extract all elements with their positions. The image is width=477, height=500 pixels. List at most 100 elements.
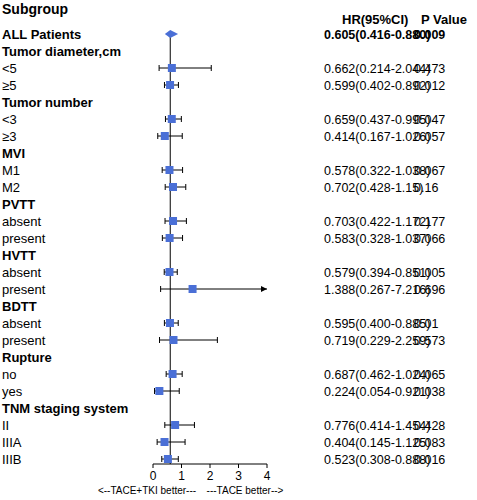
x-tick-label: 0 [150, 469, 157, 483]
ci-cap [178, 456, 179, 462]
row-label: IIIA [2, 435, 22, 450]
ci-cap [165, 218, 166, 224]
reference-line [170, 34, 171, 464]
ci-cap [182, 371, 183, 377]
p-value: 0.428 [414, 419, 445, 433]
x-tick [181, 464, 182, 468]
hr-marker [161, 132, 169, 140]
row-label: <3 [2, 112, 17, 127]
hr-marker [166, 319, 174, 327]
ci-whisker [165, 425, 195, 426]
hr-marker [169, 217, 177, 225]
x-tick-label: 3 [235, 469, 242, 483]
row-label: absent [2, 214, 41, 229]
x-tick-label: 2 [207, 469, 214, 483]
column-header: P Value [421, 12, 467, 27]
hr-marker [169, 183, 177, 191]
ci-cap [179, 388, 180, 394]
ci-cap [185, 439, 186, 445]
ci-cap [182, 167, 183, 173]
group-label: BDTT [2, 299, 37, 314]
ci-whisker [161, 289, 267, 290]
row-label: M1 [2, 163, 20, 178]
ci-cap [159, 65, 160, 71]
ci-cap [178, 320, 179, 326]
p-value: 0.005 [414, 266, 445, 280]
p-value: 0.065 [414, 368, 445, 382]
ci-cap [211, 65, 212, 71]
ci-cap [162, 235, 163, 241]
row-label: yes [2, 384, 23, 399]
p-value: 0.16 [414, 181, 438, 195]
p-value: 0.696 [414, 283, 445, 297]
annotation: ---TACE better--> [207, 485, 284, 496]
p-value: 0.009 [414, 28, 445, 42]
row-label: M2 [2, 180, 20, 195]
x-tick [153, 464, 154, 468]
row-label: no [2, 367, 16, 382]
ci-cap [177, 269, 178, 275]
group-label: Rupture [2, 350, 52, 365]
hr-marker [166, 268, 174, 276]
ci-arrow [261, 286, 267, 292]
row-label: present [2, 333, 46, 348]
hr-marker [165, 166, 173, 174]
p-value: 0.038 [414, 385, 445, 399]
row-label: IIIB [2, 452, 22, 467]
hr-text: 0.702(0.428-1.15) [324, 181, 423, 195]
ci-cap [161, 456, 162, 462]
ci-cap [164, 422, 165, 428]
ci-cap [159, 337, 160, 343]
row-label: ≥3 [2, 129, 16, 144]
annotation: <--TACE+TKI better--- [98, 485, 196, 496]
hr-marker [189, 285, 197, 293]
row-label: absent [2, 265, 41, 280]
group-label: MVI [2, 146, 25, 161]
p-value: 0.047 [414, 113, 445, 127]
ci-cap [162, 167, 163, 173]
ci-cap [157, 133, 158, 139]
ci-whisker [159, 68, 211, 69]
ci-cap [182, 235, 183, 241]
ci-cap [165, 116, 166, 122]
group-label: PVTT [2, 197, 35, 212]
ci-cap [186, 218, 187, 224]
ci-cap [194, 422, 195, 428]
hr-marker [169, 336, 177, 344]
x-tick [238, 464, 239, 468]
x-tick [210, 464, 211, 468]
ci-cap [217, 337, 218, 343]
hr-marker [171, 421, 179, 429]
group-label: Tumor number [2, 95, 93, 110]
x-tick [267, 464, 268, 468]
row-label: absent [2, 316, 41, 331]
ci-cap [164, 82, 165, 88]
overall-diamond [165, 30, 178, 38]
p-value: 0.01 [414, 317, 438, 331]
row-label: ≥5 [2, 78, 16, 93]
p-value: 0.473 [414, 62, 445, 76]
row-label: ALL Patients [2, 27, 81, 42]
hr-marker [155, 387, 163, 395]
row-label: <5 [2, 61, 17, 76]
p-value: 0.573 [414, 334, 445, 348]
column-header: Subgroup [2, 1, 68, 17]
p-value: 0.066 [414, 232, 445, 246]
hr-marker [168, 64, 176, 72]
p-value: 0.177 [414, 215, 445, 229]
hr-marker [168, 115, 176, 123]
row-label: II [2, 418, 9, 433]
x-tick-label: 4 [264, 469, 271, 483]
p-value: 0.057 [414, 130, 445, 144]
ci-cap [154, 388, 155, 394]
group-label: HVTT [2, 248, 36, 263]
p-value: 0.067 [414, 164, 445, 178]
group-label: Tumor diameter,cm [2, 44, 121, 59]
hr-marker [169, 370, 177, 378]
hr-marker [166, 81, 174, 89]
ci-cap [157, 439, 158, 445]
ci-cap [164, 269, 165, 275]
p-value: 0.083 [414, 436, 445, 450]
group-label: TNM staging system [2, 401, 128, 416]
ci-cap [181, 116, 182, 122]
